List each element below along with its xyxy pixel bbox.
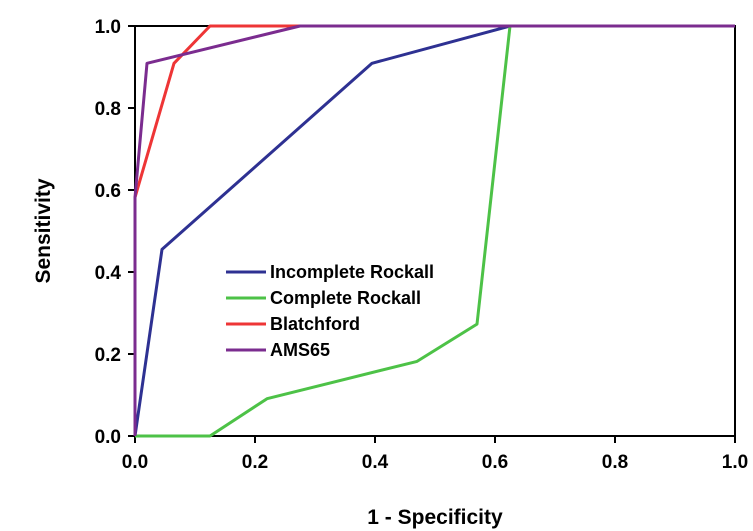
x-axis-title: 1 - Specificity	[367, 506, 503, 529]
series-line-complete-rockall	[135, 24, 735, 438]
y-tick-label: 0.2	[95, 345, 121, 366]
x-tick-label: 0.4	[362, 452, 389, 473]
y-axis-title: Sensitivity	[32, 178, 55, 283]
series-layer	[133, 24, 735, 438]
y-tick-label: 0.0	[95, 427, 121, 448]
y-tick-label: 0.4	[95, 263, 122, 284]
plot-area	[134, 25, 736, 437]
y-tick-label: 0.6	[95, 181, 121, 202]
series-line-ams65	[133, 24, 735, 436]
x-tick-label: 1.0	[722, 452, 748, 473]
x-tick-label: 0.6	[482, 452, 508, 473]
x-tick-label: 0.2	[242, 452, 268, 473]
x-tick-label: 0.8	[602, 452, 628, 473]
y-tick-label: 0.8	[95, 99, 121, 120]
legend-label-complete-rockall: Complete Rockall	[270, 288, 421, 308]
legend-label-incomplete-rockall: Incomplete Rockall	[270, 262, 434, 282]
y-axis: 0.0 0.2 0.4 0.6 0.8 1.0	[95, 17, 135, 448]
series-line-incomplete-rockall	[133, 24, 735, 437]
legend-label-ams65: AMS65	[270, 340, 330, 360]
series-line-blatchford	[133, 24, 735, 436]
x-axis: 0.0 0.2 0.4 0.6 0.8 1.0	[122, 436, 748, 473]
legend: Incomplete Rockall Complete Rockall Blatch…	[226, 262, 434, 360]
y-tick-label: 1.0	[95, 17, 121, 38]
plot-frame	[134, 25, 736, 437]
x-tick-label: 0.0	[122, 452, 148, 473]
legend-label-blatchford: Blatchford	[270, 314, 360, 334]
